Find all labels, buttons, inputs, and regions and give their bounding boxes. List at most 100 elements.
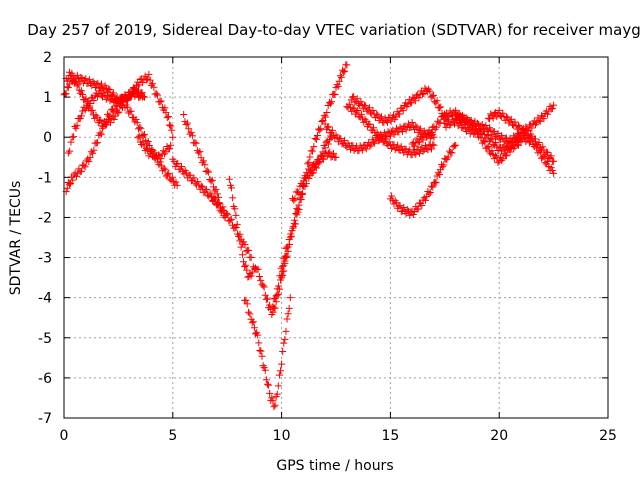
data-point [201, 161, 209, 169]
data-point [249, 318, 257, 326]
data-point [255, 272, 263, 280]
data-point [307, 167, 315, 175]
data-point [66, 147, 74, 155]
data-point [335, 77, 343, 85]
data-point [414, 205, 422, 213]
data-point [233, 220, 241, 228]
data-points [60, 61, 558, 411]
data-point [68, 69, 76, 77]
data-point [304, 160, 312, 168]
data-point [402, 126, 410, 134]
plot-frame [63, 56, 609, 419]
data-point [385, 138, 393, 146]
data-point [518, 126, 526, 134]
data-point [353, 95, 361, 103]
data-point [517, 137, 525, 145]
data-point [350, 93, 358, 101]
data-point [317, 125, 325, 133]
data-point [415, 94, 423, 102]
data-point [426, 188, 434, 196]
data-point [242, 261, 250, 269]
data-point [415, 138, 423, 146]
data-point [135, 132, 143, 140]
data-point [194, 178, 202, 186]
data-point [535, 138, 543, 146]
data-point [412, 150, 420, 158]
data-point [64, 84, 72, 92]
data-point [254, 265, 262, 273]
data-point [479, 137, 487, 145]
series-trace-4 [62, 93, 127, 196]
data-point [82, 75, 90, 83]
data-point [85, 158, 93, 166]
data-point [243, 266, 251, 274]
data-point [328, 98, 336, 106]
series-trace-18 [386, 141, 460, 219]
data-point [93, 113, 101, 121]
data-point [502, 152, 510, 160]
data-point [180, 110, 188, 118]
data-point [429, 91, 437, 99]
data-point [106, 86, 114, 94]
data-point [187, 129, 195, 137]
data-point [495, 106, 503, 114]
data-point [316, 126, 324, 134]
y-tick-label: -4 [38, 291, 52, 307]
data-point [228, 184, 236, 192]
data-point [167, 122, 175, 130]
data-point [494, 130, 502, 138]
data-point [420, 89, 428, 97]
data-point [160, 164, 168, 172]
data-point [502, 113, 510, 121]
data-point [476, 130, 484, 138]
data-point [435, 171, 443, 179]
data-point [419, 136, 427, 144]
data-point [285, 240, 293, 248]
data-point [94, 79, 102, 87]
data-point [173, 181, 181, 189]
data-point [366, 120, 374, 128]
series-trace-17 [347, 84, 451, 127]
data-point [262, 376, 270, 384]
data-point [336, 72, 344, 80]
data-point [448, 149, 456, 157]
data-point [378, 133, 386, 141]
data-point [275, 282, 283, 290]
data-point [265, 381, 273, 389]
data-point [208, 176, 216, 184]
data-point [270, 403, 278, 411]
data-point [96, 87, 104, 95]
data-point [540, 152, 548, 160]
data-point [293, 188, 301, 196]
data-point [273, 291, 281, 299]
data-point [242, 296, 250, 304]
y-tick-label: -1 [38, 170, 52, 186]
data-point [544, 110, 552, 118]
data-point [127, 107, 135, 115]
data-point [73, 121, 81, 129]
data-point [229, 194, 237, 202]
data-point [115, 108, 123, 116]
data-point [340, 137, 348, 145]
data-point [506, 117, 514, 125]
data-point [435, 119, 443, 127]
data-point [409, 210, 417, 218]
data-point [488, 135, 496, 143]
data-point [373, 110, 381, 118]
data-point [222, 209, 230, 217]
series-trace-16 [343, 100, 438, 159]
data-point [110, 89, 118, 97]
data-point [511, 118, 519, 126]
data-point [113, 102, 121, 110]
data-point [67, 138, 75, 146]
data-point [436, 104, 444, 112]
data-point [392, 124, 400, 132]
data-point [182, 121, 190, 129]
data-point [269, 397, 277, 405]
data-point [161, 166, 169, 174]
data-point [550, 101, 558, 109]
data-point [296, 194, 304, 202]
data-point [428, 128, 436, 136]
data-point [77, 167, 85, 175]
data-point [452, 115, 460, 123]
